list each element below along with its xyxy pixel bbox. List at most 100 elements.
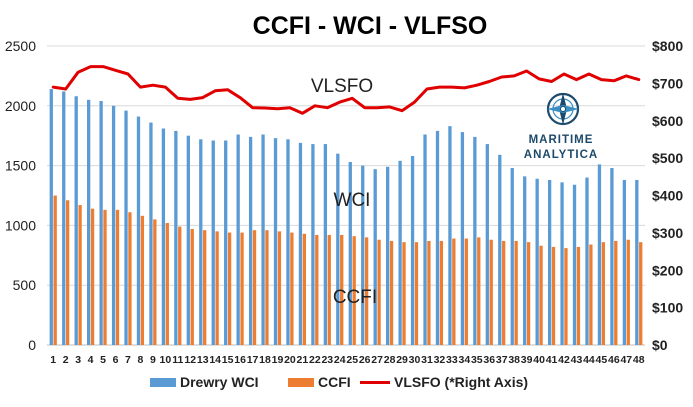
bar-drewry-wci: [49, 89, 53, 345]
compass-icon: [546, 92, 580, 126]
bar-drewry-wci: [435, 130, 440, 345]
x-tick-label: 20: [284, 354, 296, 366]
bar-ccfi: [290, 232, 294, 345]
bar-ccfi: [389, 240, 394, 345]
bar-drewry-wci: [161, 128, 166, 345]
x-tick-label: 25: [346, 354, 358, 366]
x-tick-label: 19: [272, 354, 284, 366]
y-right-tick-label: $700: [652, 75, 683, 91]
bar-ccfi: [90, 208, 95, 345]
legend-swatch: [150, 378, 176, 387]
x-tick-label: 26: [359, 354, 371, 366]
bar-ccfi: [252, 230, 257, 345]
bar-drewry-wci: [547, 179, 552, 345]
legend-label: Drewry WCI: [180, 374, 259, 390]
bar-drewry-wci: [87, 99, 91, 345]
bar-ccfi: [302, 233, 306, 345]
bar-drewry-wci: [311, 144, 315, 345]
bar-drewry-wci: [136, 116, 141, 346]
y-left-tick-label: 0: [28, 337, 36, 353]
bar-ccfi: [502, 240, 506, 345]
x-tick-label: 3: [75, 354, 81, 366]
bar-ccfi: [178, 226, 182, 345]
y-right-tick-label: $800: [652, 38, 683, 54]
bar-drewry-wci: [124, 110, 128, 345]
bar-drewry-wci: [149, 122, 153, 345]
x-tick-label: 47: [620, 354, 632, 366]
x-tick-label: 36: [483, 354, 495, 366]
bar-drewry-wci: [174, 130, 178, 345]
bar-drewry-wci: [410, 156, 415, 345]
x-tick-label: 30: [409, 354, 421, 366]
bar-drewry-wci: [74, 96, 78, 346]
bar-ccfi: [240, 232, 244, 345]
line-vlsfo: [51, 65, 641, 115]
bar-drewry-wci: [373, 169, 377, 345]
bar-drewry-wci: [248, 136, 253, 345]
x-tick-label: 32: [434, 354, 446, 366]
left-axis: 0 500 1000 1500 2000 2500: [5, 38, 36, 353]
bar-ccfi: [327, 234, 331, 345]
x-tick-label: 21: [297, 354, 309, 366]
bar-drewry-wci: [460, 132, 465, 345]
bar-drewry-wci: [199, 139, 203, 345]
x-tick-label: 18: [259, 354, 271, 366]
bar-ccfi: [277, 231, 282, 345]
x-tick-label: 43: [571, 354, 583, 366]
y-left-tick-label: 1000: [5, 217, 36, 233]
bar-drewry-wci: [211, 140, 215, 345]
x-tick-label: 2: [63, 354, 69, 366]
logo-line-1: MARITIME: [529, 134, 594, 146]
right-axis: $0 $100 $200 $300 $400 $500 $600 $700 $800: [652, 38, 683, 353]
x-tick-label: 40: [533, 354, 545, 366]
bar-drewry-wci: [286, 139, 290, 345]
x-tick-label: 34: [459, 354, 471, 366]
bar-ccfi: [452, 238, 456, 345]
legend-label: VLSFO (*Right Axis): [394, 374, 528, 390]
bar-drewry-wci: [361, 165, 365, 345]
x-tick-label: 17: [247, 354, 259, 366]
bar-ccfi: [539, 245, 543, 345]
bar-ccfi: [489, 239, 493, 345]
y-right-tick-label: $0: [652, 337, 668, 353]
x-tick-label: 38: [508, 354, 520, 366]
grid-lines: [47, 45, 645, 346]
x-tick-label: 9: [150, 354, 156, 366]
bar-drewry-wci: [273, 138, 278, 345]
bar-drewry-wci: [622, 179, 627, 345]
bar-drewry-wci: [348, 162, 352, 345]
bar-drewry-wci: [323, 144, 328, 345]
x-tick-label: 44: [583, 354, 595, 366]
x-tick-label: 8: [138, 354, 144, 366]
bar-ccfi: [576, 246, 581, 345]
x-tick-label: 15: [222, 354, 234, 366]
bar-ccfi: [601, 242, 605, 345]
bar-drewry-wci: [261, 134, 265, 345]
x-tick-label: 33: [446, 354, 458, 366]
bar-ccfi: [427, 240, 431, 345]
x-tick-label: 12: [184, 354, 196, 366]
x-tick-label: 29: [396, 354, 408, 366]
bar-ccfi: [439, 240, 444, 345]
bar-drewry-wci: [99, 101, 103, 346]
annotation-ccfi: CCFI: [333, 287, 377, 308]
bar-ccfi: [128, 212, 132, 345]
bar-drewry-wci: [448, 126, 452, 345]
bar-ccfi: [190, 228, 194, 345]
bar-drewry-wci: [585, 177, 589, 345]
annotation-wci: WCI: [334, 190, 371, 211]
y-right-tick-label: $300: [652, 225, 683, 241]
x-tick-label: 4: [88, 354, 94, 366]
x-tick-label: 10: [160, 354, 172, 366]
x-tick-label: 41: [546, 354, 558, 366]
bar-ccfi: [639, 242, 643, 345]
bar-drewry-wci: [336, 153, 340, 345]
bar-drewry-wci: [572, 184, 577, 345]
bar-ccfi: [65, 200, 70, 345]
bar-ccfi: [315, 234, 319, 345]
bar-ccfi: [103, 209, 107, 345]
bar-ccfi: [215, 231, 219, 345]
bar-ccfi: [402, 242, 406, 345]
bar-drewry-wci: [398, 160, 402, 345]
